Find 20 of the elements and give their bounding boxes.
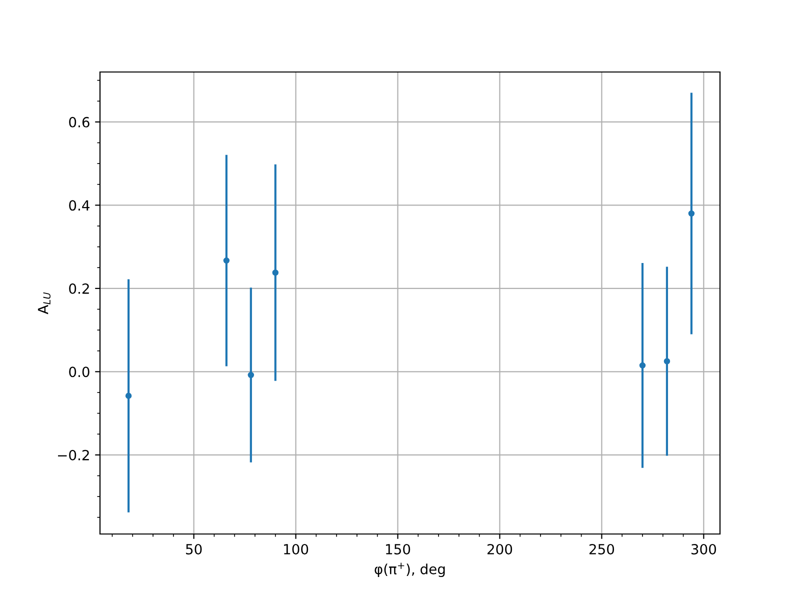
x-axis-title: φ(π$^{+}$), deg — [374, 562, 445, 578]
x-tick-label: 50 — [186, 544, 202, 554]
point — [248, 372, 254, 378]
x-tick-label: 100 — [284, 544, 308, 554]
point — [223, 257, 230, 264]
y-tick-label: 0.2 — [69, 283, 89, 294]
y-tick-label: 0.6 — [69, 116, 90, 128]
y-tick-label: −0.2 — [58, 450, 89, 460]
x-tick-label: 300 — [691, 544, 716, 554]
point — [639, 362, 646, 369]
point — [272, 269, 279, 276]
x-tick-label: 250 — [589, 544, 614, 554]
y-axis-title: A$_{LU}$ — [38, 292, 51, 314]
x-tick-label: 150 — [386, 544, 410, 554]
point — [125, 392, 132, 399]
x-tick-label: 200 — [488, 544, 512, 554]
point — [688, 210, 695, 217]
point — [664, 358, 670, 364]
y-tick-label: 0.0 — [69, 366, 90, 378]
y-tick-label: 0.4 — [69, 200, 90, 211]
